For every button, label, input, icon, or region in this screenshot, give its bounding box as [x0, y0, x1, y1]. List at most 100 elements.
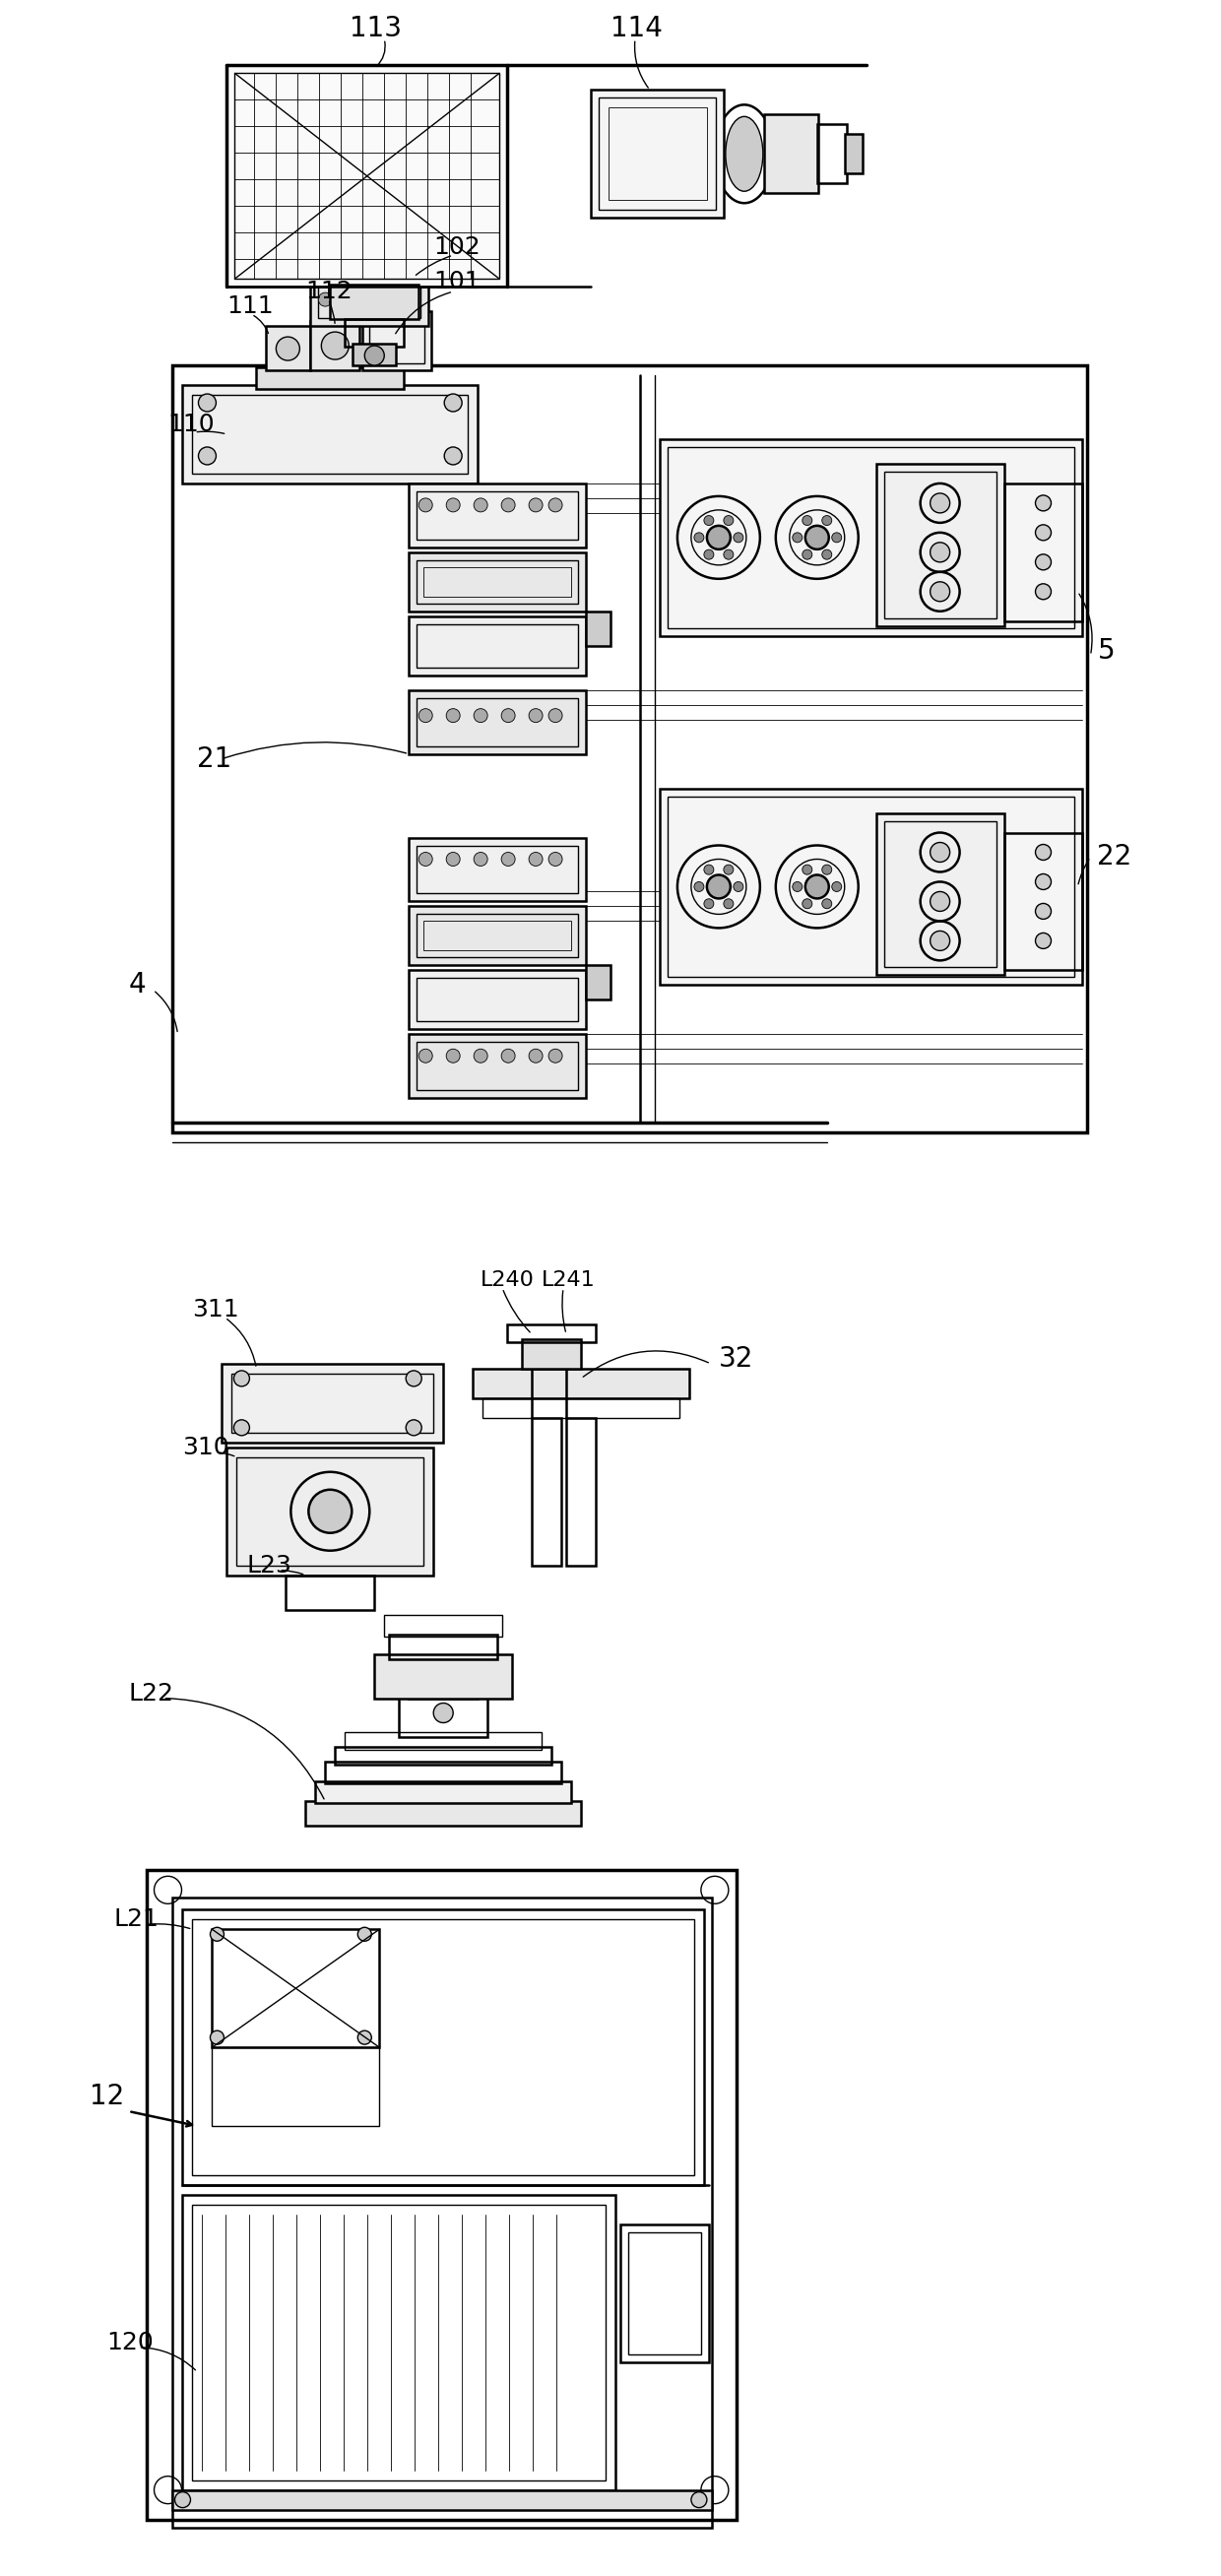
Bar: [286, 1574, 375, 1610]
Circle shape: [802, 866, 812, 876]
Bar: [409, 837, 586, 902]
Circle shape: [1035, 554, 1051, 569]
Circle shape: [381, 234, 397, 250]
Bar: [608, 108, 707, 201]
Bar: [212, 1929, 380, 2048]
Bar: [416, 698, 578, 747]
Text: 311: 311: [193, 1298, 239, 1321]
Text: 120: 120: [107, 2331, 154, 2354]
Bar: [173, 2491, 712, 2509]
Circle shape: [405, 1370, 421, 1386]
Bar: [532, 1417, 562, 1566]
Bar: [416, 914, 578, 958]
Bar: [222, 1363, 443, 1443]
Circle shape: [734, 881, 744, 891]
Circle shape: [694, 881, 705, 891]
Bar: [173, 1899, 712, 2527]
Circle shape: [930, 930, 950, 951]
Bar: [586, 966, 610, 999]
Circle shape: [930, 492, 950, 513]
Bar: [764, 113, 818, 193]
Circle shape: [529, 497, 542, 513]
Text: 22: 22: [1098, 842, 1132, 871]
Bar: [370, 209, 409, 276]
Circle shape: [724, 515, 734, 526]
Bar: [507, 1324, 596, 1342]
Circle shape: [930, 582, 950, 600]
Bar: [567, 1417, 596, 1566]
Bar: [375, 1654, 512, 1698]
Circle shape: [433, 1703, 453, 1723]
Bar: [353, 343, 396, 366]
Bar: [173, 366, 1088, 1133]
Circle shape: [321, 332, 349, 361]
Text: 112: 112: [305, 281, 353, 304]
Bar: [346, 319, 404, 348]
Bar: [266, 327, 310, 371]
Bar: [227, 64, 507, 286]
Bar: [227, 1448, 433, 1574]
Circle shape: [474, 497, 487, 513]
Bar: [424, 922, 571, 951]
Circle shape: [529, 1048, 542, 1064]
Circle shape: [548, 708, 563, 721]
Text: L22: L22: [128, 1682, 173, 1705]
Bar: [385, 1615, 502, 1636]
Bar: [591, 90, 724, 219]
Circle shape: [276, 337, 299, 361]
Bar: [193, 1919, 694, 2174]
Circle shape: [802, 515, 812, 526]
Circle shape: [707, 876, 730, 899]
Circle shape: [474, 708, 487, 721]
Bar: [416, 623, 578, 667]
Circle shape: [444, 394, 462, 412]
Bar: [409, 971, 586, 1030]
Text: 101: 101: [433, 270, 480, 294]
Circle shape: [805, 526, 829, 549]
Bar: [482, 1399, 679, 1417]
Circle shape: [358, 2030, 371, 2045]
Bar: [237, 1458, 424, 1566]
Circle shape: [792, 533, 802, 544]
Circle shape: [309, 1489, 352, 1533]
Circle shape: [822, 866, 832, 876]
Bar: [147, 1870, 736, 2519]
Circle shape: [724, 866, 734, 876]
Bar: [409, 616, 586, 675]
Bar: [193, 394, 468, 474]
Bar: [659, 438, 1083, 636]
Text: L240: L240: [481, 1270, 535, 1291]
Bar: [523, 1340, 581, 1368]
Circle shape: [446, 497, 460, 513]
Circle shape: [419, 497, 432, 513]
Circle shape: [705, 899, 714, 909]
Bar: [335, 1747, 552, 1765]
Bar: [183, 2195, 615, 2491]
Circle shape: [198, 394, 216, 412]
Bar: [409, 690, 586, 755]
Circle shape: [1035, 845, 1051, 860]
Bar: [389, 1633, 497, 1659]
Text: 5: 5: [1098, 636, 1115, 665]
Circle shape: [319, 294, 332, 307]
Circle shape: [405, 1419, 421, 1435]
Ellipse shape: [725, 116, 763, 191]
Circle shape: [734, 533, 744, 544]
Circle shape: [365, 345, 385, 366]
Circle shape: [419, 1048, 432, 1064]
Circle shape: [822, 515, 832, 526]
Bar: [1004, 832, 1083, 971]
Bar: [875, 814, 1004, 976]
Circle shape: [175, 2491, 190, 2506]
Bar: [370, 319, 425, 363]
Circle shape: [707, 526, 730, 549]
Bar: [310, 273, 429, 327]
Bar: [234, 72, 499, 278]
Circle shape: [705, 549, 714, 559]
Circle shape: [1035, 526, 1051, 541]
Bar: [409, 484, 586, 546]
Circle shape: [802, 549, 812, 559]
Bar: [183, 384, 477, 484]
Text: 102: 102: [433, 234, 481, 260]
Circle shape: [529, 853, 542, 866]
